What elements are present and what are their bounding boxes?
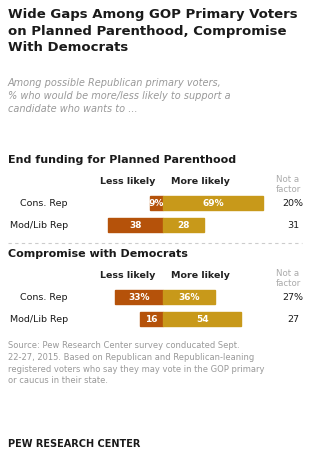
Bar — [163, 312, 241, 326]
Text: 9%: 9% — [149, 199, 164, 207]
Text: Cons. Rep: Cons. Rep — [20, 199, 68, 207]
Text: Source: Pew Research Center survey conducated Sept.
22-27, 2015. Based on Republ: Source: Pew Research Center survey condu… — [8, 341, 264, 385]
Text: Not a
factor: Not a factor — [275, 269, 301, 288]
Bar — [150, 196, 163, 210]
Text: Mod/Lib Rep: Mod/Lib Rep — [10, 314, 68, 324]
Bar — [115, 290, 163, 304]
Text: End funding for Planned Parenthood: End funding for Planned Parenthood — [8, 155, 236, 165]
Text: Less likely: Less likely — [100, 177, 156, 186]
Text: 69%: 69% — [202, 199, 224, 207]
Bar — [140, 312, 163, 326]
Text: 27: 27 — [287, 314, 299, 324]
Text: Wide Gaps Among GOP Primary Voters
on Planned Parenthood, Compromise
With Democr: Wide Gaps Among GOP Primary Voters on Pl… — [8, 8, 298, 54]
Text: Less likely: Less likely — [100, 271, 156, 280]
Text: PEW RESEARCH CENTER: PEW RESEARCH CENTER — [8, 439, 140, 449]
Bar — [163, 196, 263, 210]
Text: Compromise with Democrats: Compromise with Democrats — [8, 249, 188, 259]
Bar — [108, 218, 163, 232]
Text: 36%: 36% — [178, 293, 200, 301]
Text: 27%: 27% — [282, 293, 303, 301]
Text: 54: 54 — [196, 314, 208, 324]
Bar — [163, 290, 215, 304]
Text: Among possible Republican primary voters,
% who would be more/less likely to sup: Among possible Republican primary voters… — [8, 78, 231, 113]
Text: Cons. Rep: Cons. Rep — [20, 293, 68, 301]
Text: More likely: More likely — [170, 177, 229, 186]
Text: Not a
factor: Not a factor — [275, 175, 301, 194]
Text: More likely: More likely — [170, 271, 229, 280]
Text: 16: 16 — [145, 314, 158, 324]
Bar — [163, 218, 204, 232]
Text: 20%: 20% — [282, 199, 303, 207]
Text: 38: 38 — [129, 220, 142, 230]
Text: 31: 31 — [287, 220, 299, 230]
Text: Mod/Lib Rep: Mod/Lib Rep — [10, 220, 68, 230]
Text: 33%: 33% — [128, 293, 150, 301]
Text: 28: 28 — [177, 220, 189, 230]
